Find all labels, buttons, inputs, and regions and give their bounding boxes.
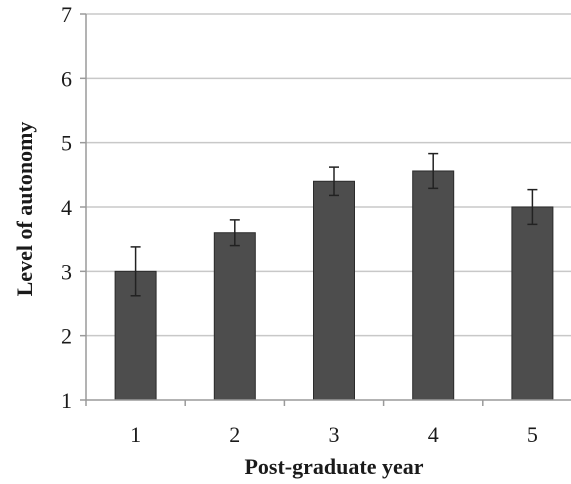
x-tick-label: 5 xyxy=(527,422,538,447)
y-tick-label: 4 xyxy=(61,195,72,220)
y-axis-title: Level of autonomy xyxy=(12,122,37,297)
x-tick-label: 1 xyxy=(130,422,141,447)
bar xyxy=(213,232,256,401)
x-tick-labels: 1 2 3 4 5 xyxy=(130,422,538,447)
y-tick-label: 5 xyxy=(61,131,72,156)
bars xyxy=(114,152,554,401)
x-tick-label: 4 xyxy=(428,422,439,447)
y-tick-labels: 1 2 3 4 5 6 7 xyxy=(61,2,72,413)
y-tick-label: 6 xyxy=(61,66,72,91)
y-tick-label: 1 xyxy=(61,388,72,413)
x-tick-label: 2 xyxy=(229,422,240,447)
bar xyxy=(412,170,455,401)
y-tick-label: 2 xyxy=(61,324,72,349)
y-tick-label: 7 xyxy=(61,2,72,27)
bar xyxy=(511,206,554,401)
bar xyxy=(313,180,355,401)
y-tick-label: 3 xyxy=(61,259,72,284)
x-axis-title: Post-graduate year xyxy=(244,454,423,479)
x-tick-label: 3 xyxy=(329,422,340,447)
axes xyxy=(80,13,571,406)
